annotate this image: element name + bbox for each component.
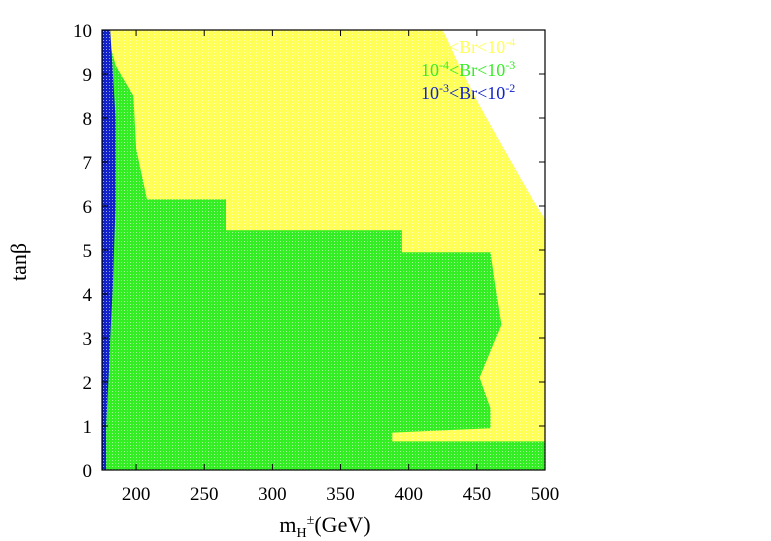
plot-area	[102, 30, 545, 470]
y-tick-label: 0	[83, 461, 93, 482]
y-tick-label: 6	[83, 197, 93, 218]
y-tick-label: 3	[83, 329, 93, 350]
legend-entry: 10-3<Br<10-2	[421, 81, 515, 103]
x-tick-label: 450	[463, 484, 492, 505]
x-tick-label: 500	[531, 484, 560, 505]
y-tick-label: 9	[83, 65, 93, 86]
x-tick-label: 350	[326, 484, 355, 505]
x-tick-label: 200	[122, 484, 151, 505]
y-tick-label: 10	[73, 21, 92, 42]
region-3	[102, 30, 116, 470]
y-tick-label: 5	[83, 241, 93, 262]
axes: 200 250 300 350 400 450 500 0 1 2 3 4 5 6 7 8 9 10	[73, 21, 559, 505]
legend: 10-5<Br<10-410-4<Br<10-310-3<Br<10-2	[421, 35, 515, 103]
legend-entry: 10-4<Br<10-3	[421, 58, 515, 80]
legend-entry: 10-5<Br<10-4	[421, 35, 515, 57]
y-tick-label: 7	[83, 153, 93, 174]
region-2	[102, 30, 545, 470]
y-axis-label: tanβ	[6, 243, 31, 281]
y-tick-label: 1	[83, 417, 93, 438]
y-tick-label: 2	[83, 373, 93, 394]
y-tick-label: 4	[83, 285, 93, 306]
y-tick-label: 8	[83, 109, 93, 130]
x-tick-label: 250	[190, 484, 219, 505]
x-tick-label: 300	[258, 484, 287, 505]
x-axis-label: mH±(GeV)	[279, 512, 370, 541]
x-tick-label: 400	[394, 484, 423, 505]
